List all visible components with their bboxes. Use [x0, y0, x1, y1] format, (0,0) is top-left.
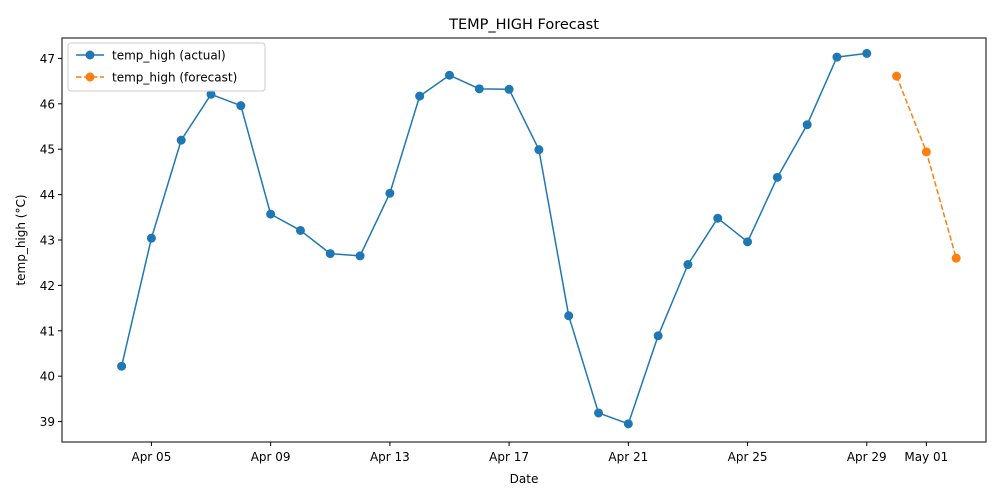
x-tick-label: Apr 29: [847, 450, 887, 464]
data-point: [862, 48, 872, 58]
x-tick-label: Apr 05: [131, 450, 171, 464]
x-tick-label: Apr 09: [251, 450, 291, 464]
x-tick-label: Apr 17: [489, 450, 529, 464]
x-axis: Apr 05 Apr 09 Apr 13 Apr 17 Apr 21 Apr 25 Apr …: [131, 442, 948, 464]
data-point: [534, 145, 544, 155]
y-tick-label: 45: [40, 143, 55, 157]
data-point: [146, 233, 156, 243]
data-point: [683, 260, 693, 270]
y-tick-label: 39: [40, 415, 55, 429]
data-point: [266, 209, 276, 219]
plot-frame: [61, 37, 987, 443]
data-point: [236, 101, 246, 111]
x-tick-label: Apr 13: [370, 450, 410, 464]
series-line-1: [895, 75, 957, 259]
legend: temp_high (actual) temp_high (forecast): [67, 42, 266, 92]
data-point: [892, 71, 902, 81]
data-point: [206, 89, 216, 99]
data-point: [832, 52, 842, 62]
data-point: [802, 120, 812, 130]
legend-marker-actual: [85, 50, 95, 60]
data-point: [653, 331, 663, 341]
data-point: [623, 419, 633, 429]
data-point: [117, 361, 127, 371]
data-point: [295, 225, 305, 235]
data-point: [474, 84, 484, 94]
legend-label-forecast: temp_high (forecast): [112, 71, 237, 85]
x-tick-label: Apr 21: [608, 450, 648, 464]
legend-label-actual: temp_high (actual): [112, 49, 226, 63]
x-tick-label: Apr 25: [728, 450, 768, 464]
data-point: [385, 188, 395, 198]
x-tick-label: May 01: [904, 450, 948, 464]
legend-box: [67, 42, 266, 92]
data-point: [772, 172, 782, 182]
data-point: [743, 237, 753, 247]
y-tick-label: 40: [40, 370, 55, 384]
plot-lines: [120, 52, 957, 425]
legend-marker-forecast: [85, 72, 95, 82]
data-point: [355, 251, 365, 261]
series-line-0: [120, 52, 867, 425]
plot-markers: [117, 48, 961, 429]
y-tick-label: 44: [40, 188, 55, 202]
x-axis-title: Date: [510, 472, 539, 486]
y-tick-label: 47: [40, 52, 55, 66]
y-tick-label: 43: [40, 234, 55, 248]
chart-title: TEMP_HIGH Forecast: [448, 17, 599, 33]
data-point: [713, 213, 723, 223]
data-point: [921, 147, 931, 157]
data-point: [951, 253, 961, 263]
data-point: [504, 84, 514, 94]
y-axis: 39 40 41 42 43 44 45 46 47: [40, 52, 62, 429]
data-point: [564, 311, 574, 321]
data-point: [444, 70, 454, 80]
y-tick-label: 46: [40, 97, 55, 111]
data-point: [176, 135, 186, 145]
data-point: [415, 91, 425, 101]
data-point: [594, 408, 604, 418]
y-axis-title: temp_high (°C): [14, 194, 28, 285]
y-tick-label: 41: [40, 324, 55, 338]
data-point: [325, 249, 335, 259]
y-tick-label: 42: [40, 279, 55, 293]
